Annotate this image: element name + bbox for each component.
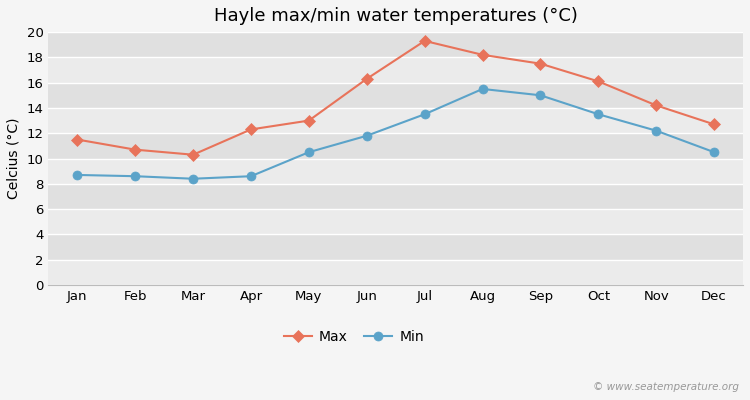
Min xyxy=(478,86,487,91)
Bar xyxy=(48,184,743,209)
Line: Min: Min xyxy=(73,84,718,183)
Bar xyxy=(48,133,743,158)
Text: © www.seatemperature.org: © www.seatemperature.org xyxy=(592,382,739,392)
Max xyxy=(478,52,487,57)
Min xyxy=(594,112,603,117)
Bar xyxy=(48,108,743,133)
Bar xyxy=(48,57,743,83)
Min xyxy=(420,112,429,117)
Bar xyxy=(48,32,743,57)
Min xyxy=(710,150,718,154)
Max xyxy=(73,137,82,142)
Bar xyxy=(48,209,743,234)
Max xyxy=(710,122,718,127)
Bar xyxy=(48,234,743,260)
Bar xyxy=(48,260,743,285)
Min xyxy=(652,128,661,133)
Max xyxy=(130,147,140,152)
Min xyxy=(130,174,140,179)
Max xyxy=(304,118,313,123)
Y-axis label: Celcius (°C): Celcius (°C) xyxy=(7,118,21,199)
Max xyxy=(652,103,661,108)
Legend: Max, Min: Max, Min xyxy=(279,325,430,350)
Max xyxy=(362,76,371,81)
Min xyxy=(362,133,371,138)
Min xyxy=(73,172,82,177)
Bar xyxy=(48,158,743,184)
Min xyxy=(188,176,197,181)
Max xyxy=(188,152,197,157)
Max xyxy=(536,61,545,66)
Bar xyxy=(48,83,743,108)
Max xyxy=(420,38,429,43)
Title: Hayle max/min water temperatures (°C): Hayle max/min water temperatures (°C) xyxy=(214,7,578,25)
Max xyxy=(594,79,603,84)
Line: Max: Max xyxy=(74,37,718,159)
Min xyxy=(536,93,545,98)
Min xyxy=(247,174,256,179)
Min xyxy=(304,150,313,154)
Max xyxy=(247,127,256,132)
